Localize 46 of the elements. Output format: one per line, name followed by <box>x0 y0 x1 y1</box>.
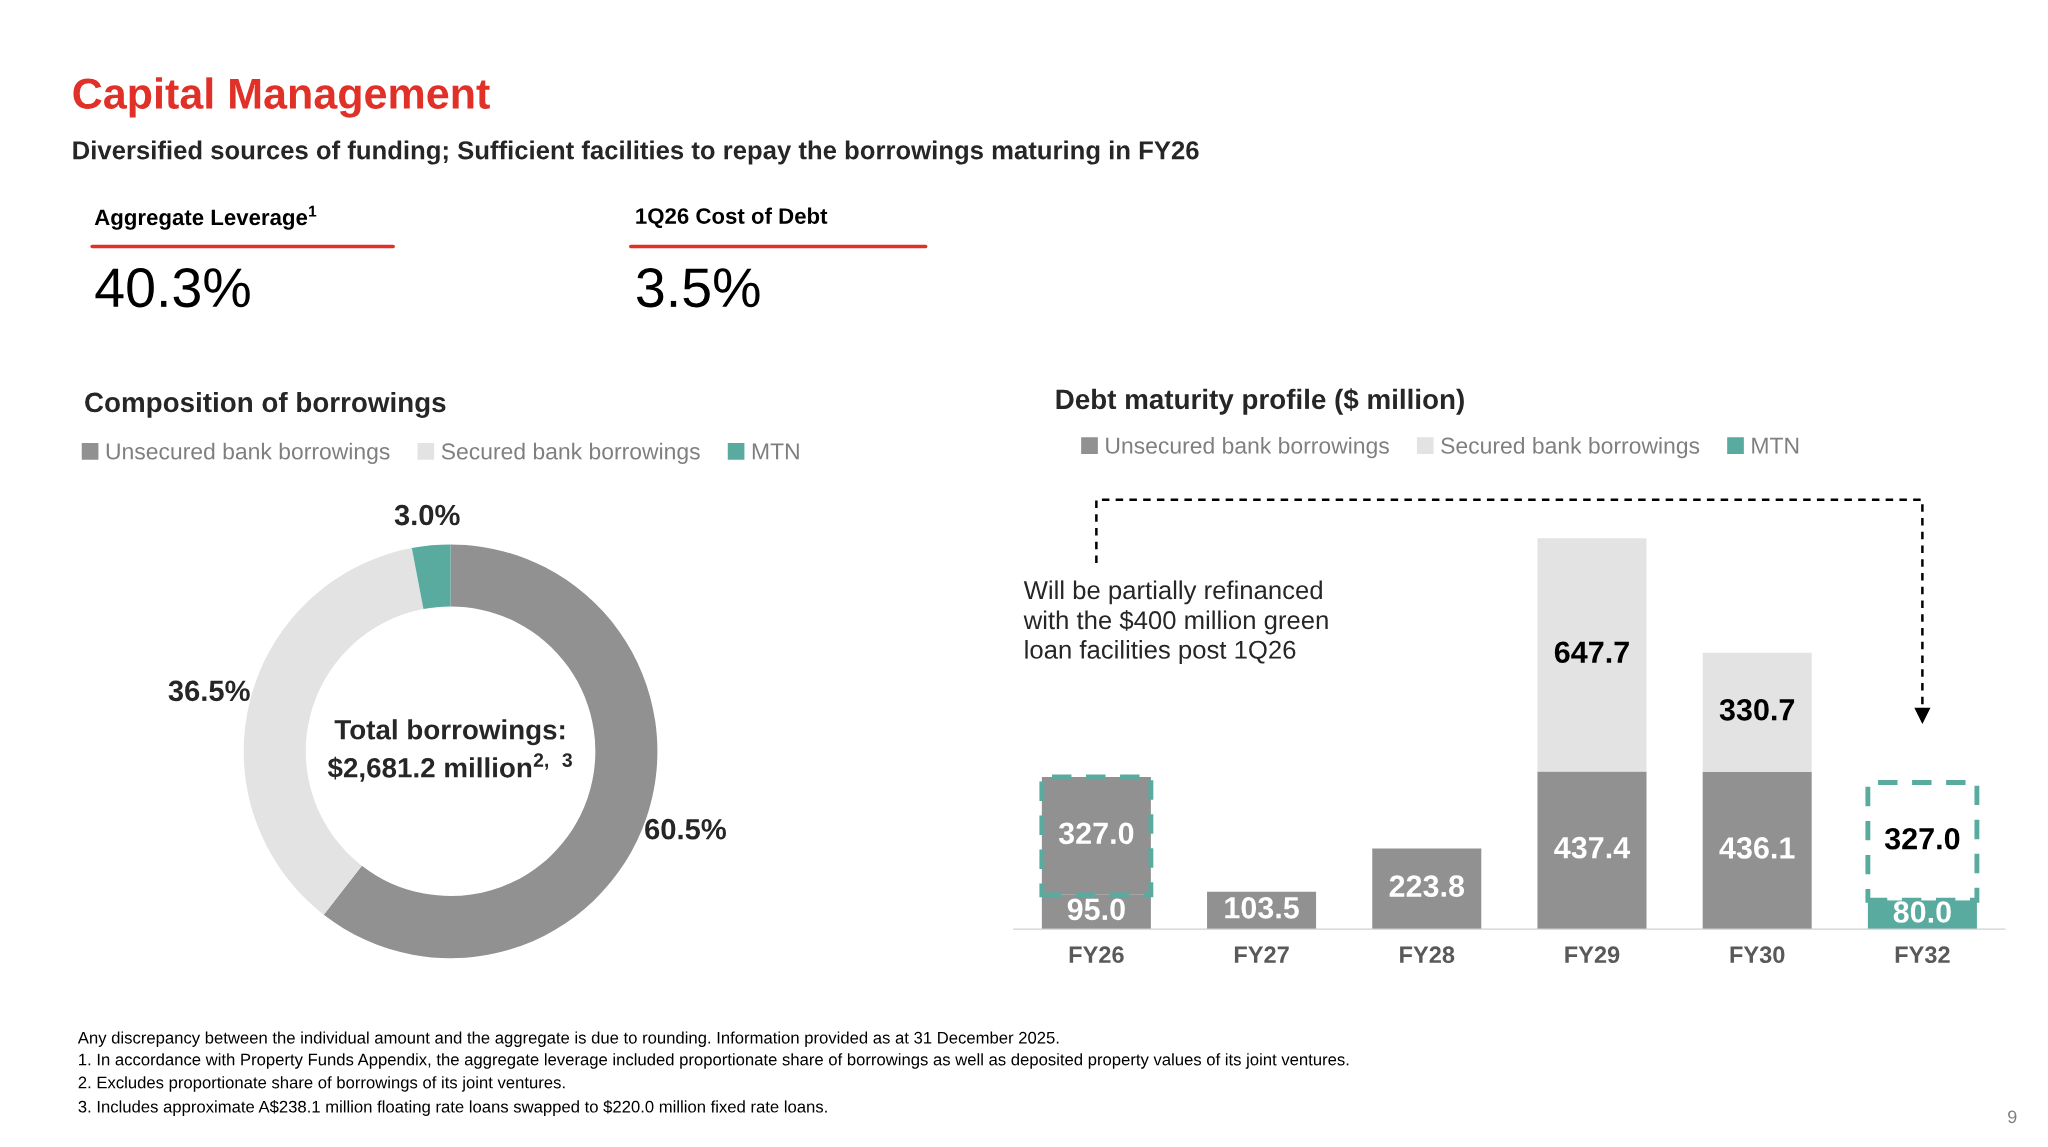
text: Aggregate Leverage$^{1}$ <box>94 205 317 230</box>
legend-label: MTN <box>1752 437 1799 454</box>
text: Total borrowings: $2,681.2 million$^{2, 3}$ <box>327 719 572 782</box>
x-tick-label: FY26 <box>1069 946 1124 964</box>
text: 3.5% <box>637 268 760 308</box>
text: 9 <box>2008 1110 2017 1124</box>
data-label: 327.0 <box>1884 827 1960 850</box>
legend-label: Secured bank borrowings <box>1441 436 1700 459</box>
data-label: 95.0 <box>1067 898 1125 921</box>
data-label: 436.1 <box>1719 837 1795 859</box>
chart-title: Debt maturity profile ($ million) <box>1056 388 1464 415</box>
donut-slice <box>411 544 451 610</box>
text: 2. Excludes proportionate share of borrowings of its joint ventures. <box>78 1076 565 1092</box>
legend-label: MTN <box>752 443 799 460</box>
data-label: 3.0% <box>394 504 460 526</box>
data-label: 60.5% <box>645 818 726 840</box>
text: Diversified sources of funding; Sufficient facilities to repay the borrowings maturing in FY26 <box>73 140 1199 165</box>
text: Any discrepancy between the individual amount and the aggregate is due to rounding. Information provided as at 31 December 2025. <box>77 1031 1059 1047</box>
x-tick-label: FY30 <box>1730 946 1785 964</box>
data-label: 103.5 <box>1225 896 1299 919</box>
x-tick-label: FY28 <box>1400 946 1455 964</box>
x-tick-label: FY32 <box>1895 946 1950 964</box>
bar <box>1702 652 1812 772</box>
text: 3. Includes approximate A$238.1 million floating rate loans swapped to $220.0 million fixed rate loans. <box>78 1100 827 1116</box>
data-label: 437.4 <box>1554 836 1631 859</box>
text: 1Q26 Cost of Debt <box>636 207 828 229</box>
text: 40.3% <box>95 268 250 308</box>
text: 1. In accordance with Property Funds Appendix, the aggregate leverage included proportionate share of borrowings as well as deposited property values of its joint ventures. <box>79 1053 1349 1069</box>
bar <box>1537 538 1647 772</box>
data-label: 647.7 <box>1554 641 1629 664</box>
legend-label: Unsecured bank borrowings <box>1106 436 1389 459</box>
chart-title: Composition of borrowings <box>85 391 446 418</box>
text: Capital Management <box>73 77 490 118</box>
data-label: 36.5% <box>168 680 250 702</box>
data-label: 223.8 <box>1389 875 1465 897</box>
bar <box>1372 848 1482 930</box>
data-label: 327.0 <box>1058 822 1134 845</box>
bar <box>1702 771 1812 930</box>
legend-label: Unsecured bank borrowings <box>106 442 390 465</box>
x-tick-label: FY27 <box>1234 946 1289 963</box>
data-label: 330.7 <box>1719 698 1795 721</box>
bar <box>1537 771 1647 930</box>
legend-label: Secured bank borrowings <box>441 442 700 465</box>
data-label: 80.0 <box>1893 901 1951 923</box>
x-tick-label: FY29 <box>1565 946 1620 964</box>
annotation: Will be partially refinanced with the $400 million green loan facilities post 1Q26 <box>1023 580 1328 664</box>
